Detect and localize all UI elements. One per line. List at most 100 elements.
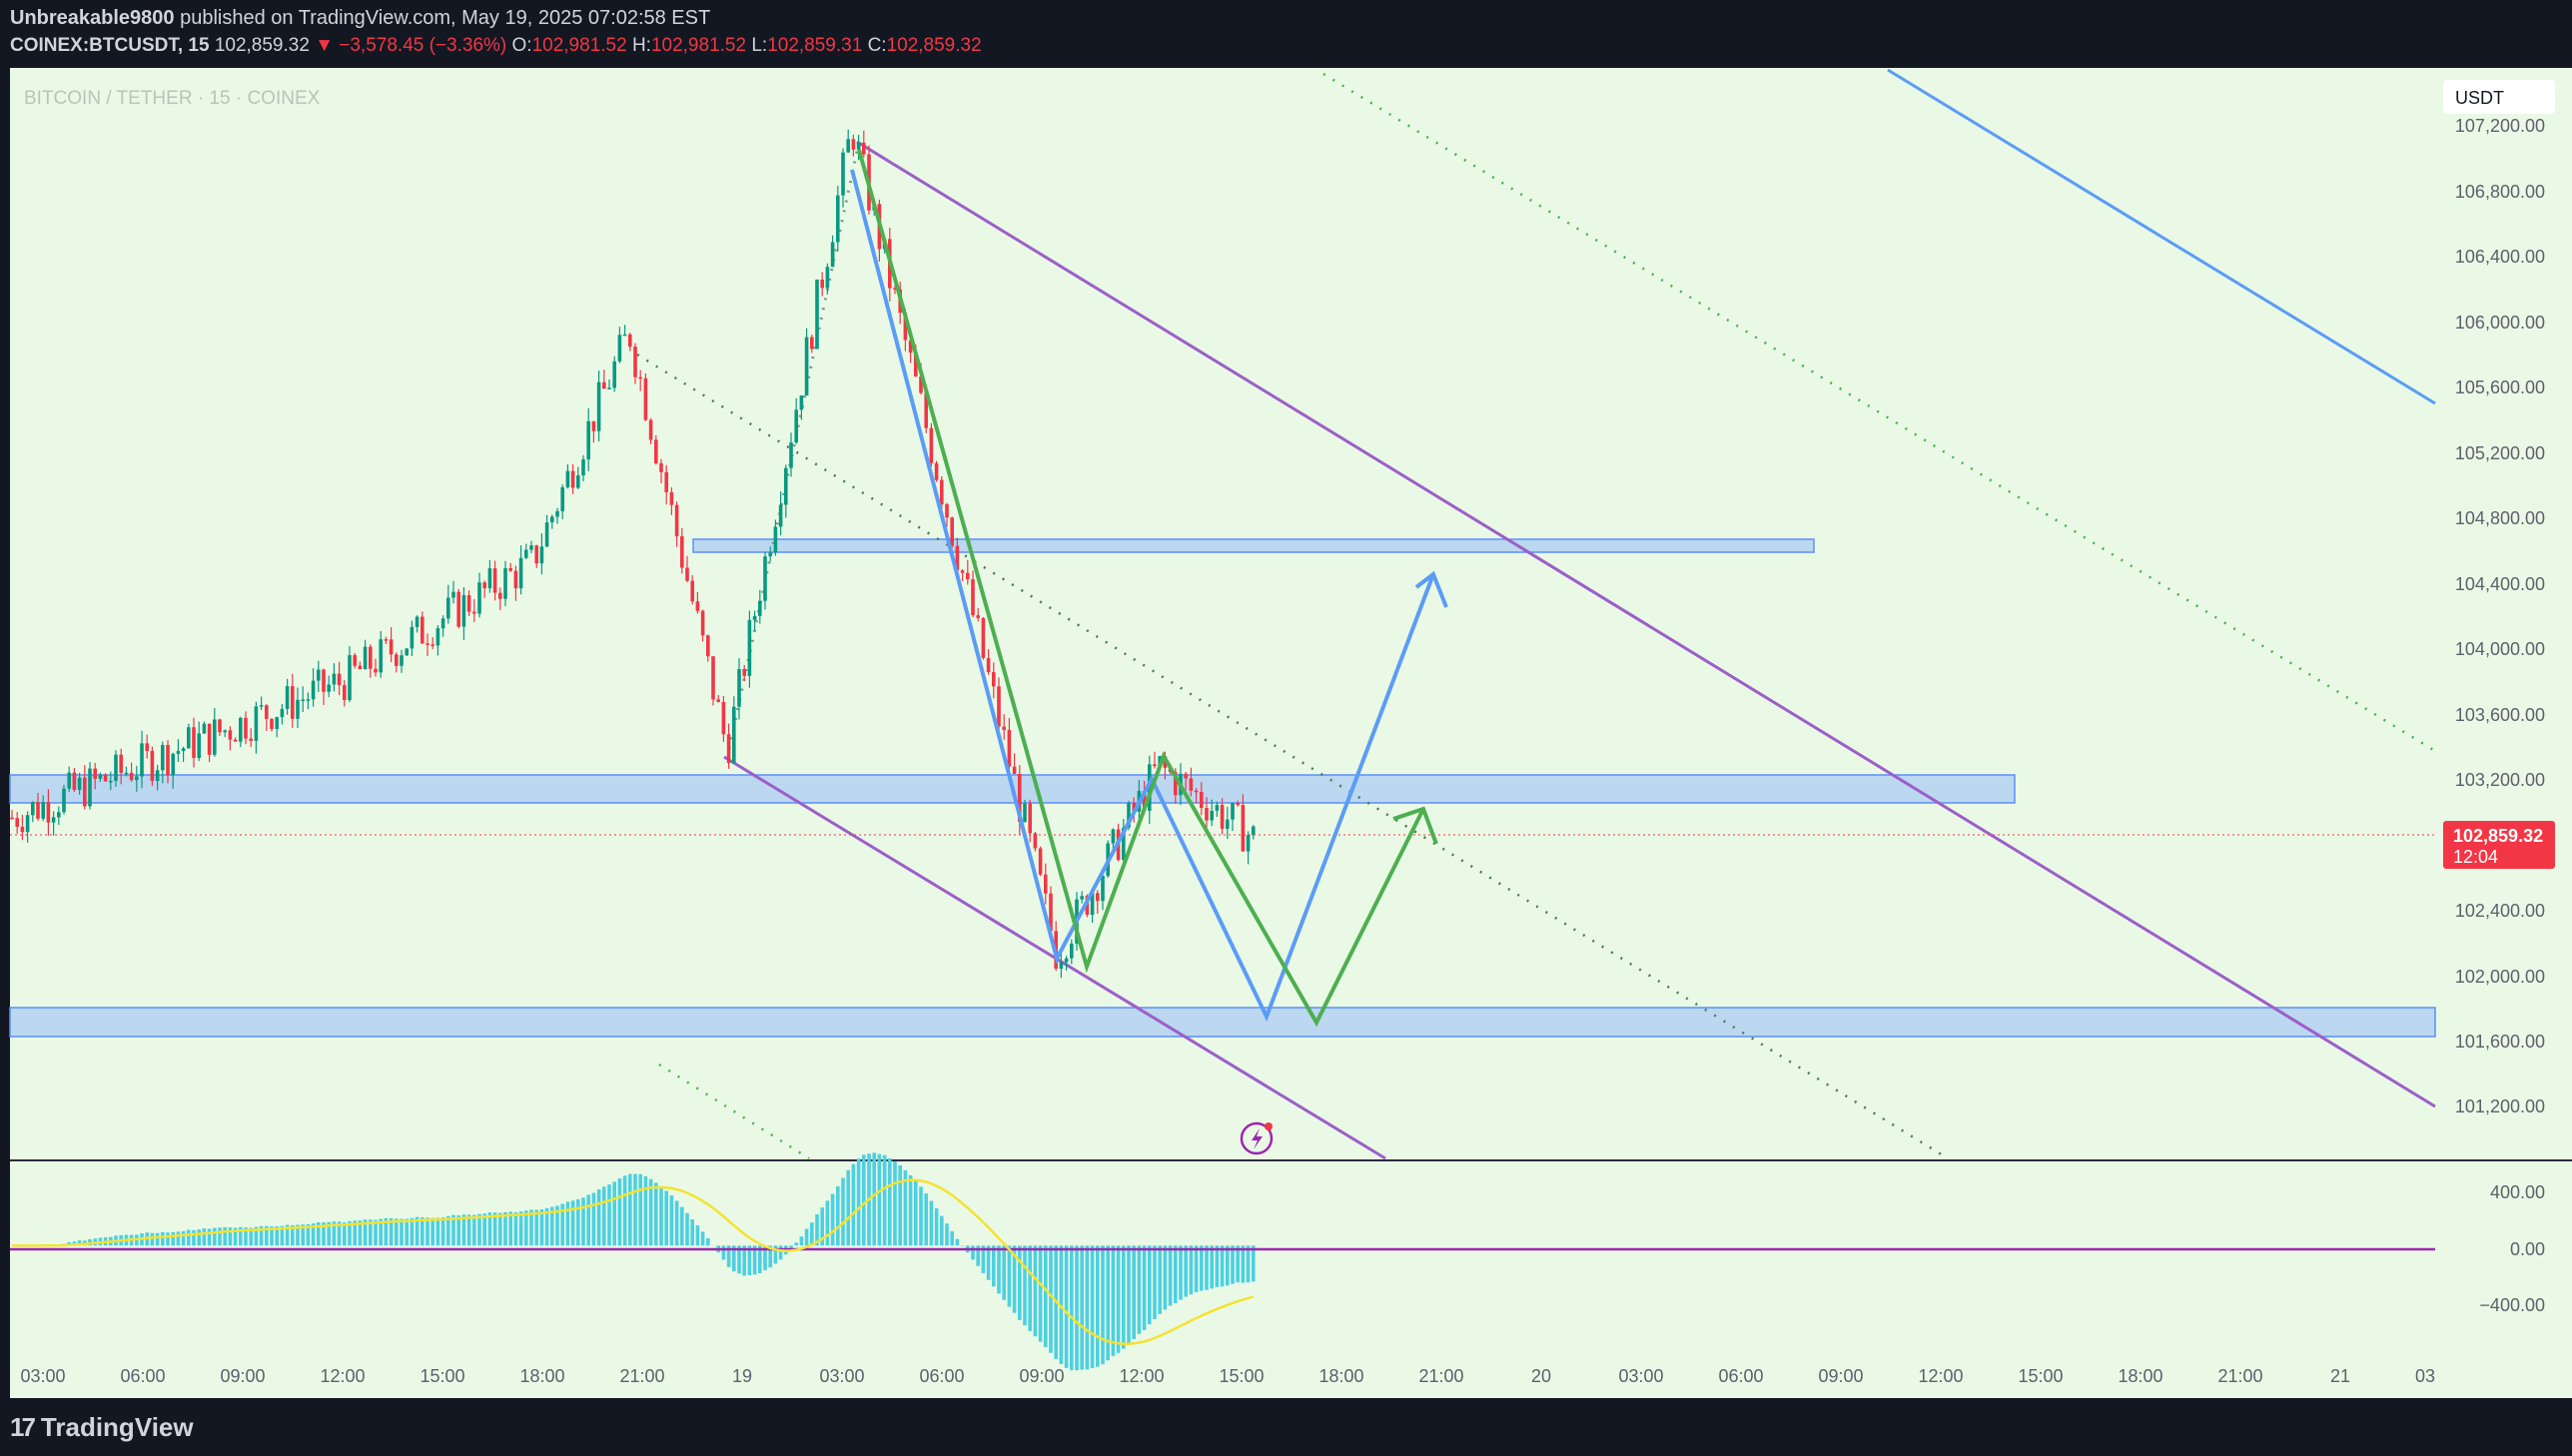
- blue-arrow-head: [1414, 570, 1448, 608]
- candle-body: [20, 826, 25, 833]
- resistance-zone[interactable]: [692, 538, 1815, 553]
- candle-body: [570, 470, 575, 488]
- time-tick: 21: [2330, 1366, 2350, 1386]
- candle-body: [1142, 790, 1147, 811]
- candle-body: [700, 610, 705, 636]
- blue-trendline[interactable]: [1887, 68, 2436, 405]
- macd-bar: [799, 1236, 804, 1246]
- candle-body: [135, 776, 139, 781]
- macd-bar: [882, 1154, 887, 1246]
- candle-body: [285, 686, 290, 709]
- candle-body: [752, 615, 757, 620]
- candle-body: [695, 601, 700, 611]
- candle-body: [239, 717, 243, 742]
- alert-icon[interactable]: [1240, 1121, 1274, 1155]
- candle-body: [721, 701, 726, 735]
- candle-body: [451, 591, 455, 598]
- macd-bar: [695, 1225, 700, 1246]
- macd-bar: [758, 1245, 762, 1274]
- macd-bar: [353, 1220, 357, 1246]
- candle-body: [1122, 827, 1126, 861]
- low-value: 102,859.31: [767, 35, 863, 56]
- green-projection-path[interactable]: [857, 149, 1425, 1028]
- candle-body: [384, 639, 389, 641]
- macd-bar: [358, 1220, 363, 1246]
- macd-bar: [810, 1222, 814, 1246]
- macd-bar: [1236, 1245, 1240, 1283]
- candle-body: [379, 639, 383, 673]
- macd-bar: [570, 1200, 575, 1246]
- macd-bar: [929, 1200, 934, 1246]
- macd-bar: [400, 1218, 404, 1246]
- price-tick: 105,200.00: [2455, 443, 2545, 463]
- candle-body: [674, 504, 679, 537]
- macd-bar: [1080, 1245, 1084, 1370]
- author-name[interactable]: Unbreakable9800: [10, 7, 175, 29]
- candle-body: [1189, 778, 1194, 791]
- chart-area[interactable]: 107,200.00 106,800.00 106,400.00 106,000…: [0, 68, 2572, 1398]
- last-price-value: 102,859.32: [2453, 826, 2543, 846]
- candle-body: [955, 545, 960, 571]
- candle-body: [732, 706, 736, 763]
- channel-upper-line[interactable]: [856, 140, 2436, 1108]
- macd-bar: [820, 1207, 824, 1246]
- candle-body: [472, 611, 476, 614]
- candle-body: [716, 699, 720, 702]
- candle-body: [919, 375, 923, 393]
- macd-bar: [233, 1227, 238, 1246]
- candle-body: [327, 684, 331, 692]
- candle-body: [685, 567, 689, 581]
- tradingview-logo[interactable]: 17 TradingView: [10, 1412, 194, 1443]
- macd-bar: [1075, 1245, 1079, 1371]
- candle-body: [62, 788, 66, 813]
- candle-body: [46, 802, 51, 823]
- macd-bar: [244, 1227, 248, 1246]
- candle-body: [466, 595, 471, 612]
- macd-bar: [1007, 1245, 1012, 1307]
- candle-body: [254, 706, 259, 741]
- candle-body: [192, 727, 196, 759]
- macd-bar: [841, 1177, 845, 1246]
- candle-body: [400, 655, 404, 666]
- price-chart[interactable]: 107,200.00 106,800.00 106,400.00 106,000…: [0, 68, 2572, 1398]
- macd-bar: [986, 1245, 991, 1280]
- macd-bar: [192, 1229, 196, 1246]
- macd-bar: [1059, 1245, 1064, 1364]
- candle-body: [1200, 791, 1204, 808]
- time-tick: 18:00: [519, 1366, 564, 1386]
- currency-button[interactable]: [2443, 80, 2555, 114]
- candle-body: [830, 242, 835, 268]
- macd-bar: [296, 1224, 300, 1246]
- candle-body: [1018, 773, 1022, 823]
- price-tick: 104,800.00: [2455, 508, 2545, 528]
- macd-bar: [337, 1221, 342, 1246]
- candle-body: [1210, 810, 1214, 821]
- macd-bar: [596, 1189, 601, 1246]
- blue-projection-path[interactable]: [850, 169, 1435, 1023]
- price-tick: 102,400.00: [2455, 901, 2545, 921]
- macd-bar: [836, 1185, 840, 1246]
- macd-bar: [166, 1232, 170, 1246]
- macd-histogram: [15, 1152, 1256, 1371]
- lower-dotted-trendline[interactable]: [658, 1063, 810, 1160]
- symbol-name[interactable]: COINEX:BTCUSDT, 15: [10, 35, 210, 56]
- candle-body: [1148, 764, 1152, 811]
- price-tick: 105,600.00: [2455, 377, 2545, 397]
- support-zone[interactable]: [9, 1007, 2436, 1038]
- candle-body: [669, 491, 674, 505]
- macd-bar: [971, 1245, 975, 1260]
- time-tick: 19: [732, 1366, 752, 1386]
- macd-bar: [187, 1229, 191, 1246]
- macd-bar: [254, 1226, 259, 1246]
- time-tick: 12:00: [1918, 1366, 1963, 1386]
- candle-body: [737, 669, 741, 707]
- macd-bar: [560, 1203, 564, 1246]
- macd-bar: [171, 1231, 175, 1246]
- candle-body: [1096, 893, 1100, 902]
- macd-bar: [664, 1190, 668, 1246]
- candle-body: [581, 458, 585, 476]
- candle-body: [492, 568, 497, 593]
- price-change: ▼ −3,578.45 (−3.36%): [315, 35, 507, 56]
- macd-bar: [737, 1245, 741, 1274]
- price-tick: 103,600.00: [2455, 705, 2545, 725]
